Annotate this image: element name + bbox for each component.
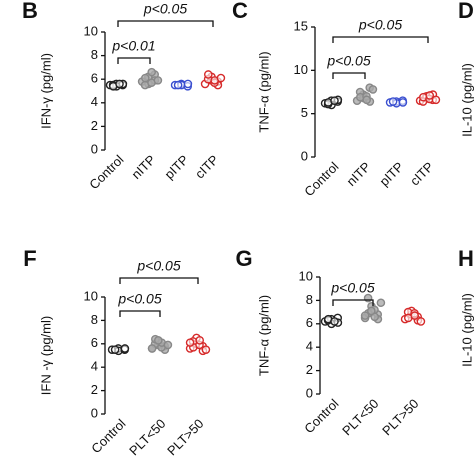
- data-point: [388, 97, 398, 106]
- data-point: [431, 95, 441, 105]
- y-tick-label: 10: [84, 23, 98, 38]
- y-tick-label: 6: [91, 335, 98, 350]
- data-point: [173, 80, 183, 90]
- data-point: [366, 306, 376, 316]
- data-point: [368, 85, 378, 94]
- data-point: [110, 345, 120, 354]
- y-tick-label: 5: [301, 105, 308, 120]
- significance-label: p<0.01: [111, 38, 155, 54]
- y-axis-label: IL-10 (pg/ml): [459, 63, 474, 137]
- data-point: [195, 335, 204, 345]
- data-point: [115, 79, 124, 89]
- y-tick-label: 4: [91, 94, 98, 109]
- y-tick-label: 6: [91, 71, 98, 86]
- significance-label: p<0.05: [143, 1, 187, 17]
- x-tick-label: cITP: [192, 152, 222, 182]
- data-point: [425, 91, 435, 100]
- data-point: [203, 70, 213, 79]
- y-tick-label: 4: [306, 339, 313, 354]
- y-axis-label: IFN-γ (pg/ml): [38, 53, 53, 129]
- x-tick-label: PLT<50: [339, 396, 381, 438]
- panel-label: B: [22, 0, 38, 23]
- significance-bracket: [117, 20, 214, 27]
- significance-bracket: [117, 57, 151, 64]
- significance-bracket: [332, 72, 366, 79]
- panel-label: G: [235, 246, 252, 271]
- x-tick-label: Control: [88, 416, 128, 456]
- data-point: [410, 311, 420, 320]
- panel-label: F: [23, 246, 36, 271]
- data-point: [147, 344, 157, 353]
- y-tick-label: 2: [91, 382, 98, 397]
- x-tick-label: Control: [86, 152, 126, 192]
- data-point: [376, 298, 386, 308]
- panel-label: C: [232, 0, 248, 23]
- x-tick-label: pITP: [162, 152, 192, 182]
- y-tick-label: 10: [294, 62, 308, 77]
- y-tick-label: 0: [91, 405, 98, 420]
- data-point: [360, 311, 370, 320]
- y-tick-label: 6: [306, 315, 313, 330]
- data-point: [147, 67, 156, 77]
- x-tick-label: nITP: [344, 159, 374, 189]
- data-point: [153, 335, 163, 345]
- significance-bracket: [332, 299, 374, 306]
- x-tick-label: Control: [301, 159, 341, 199]
- data-point: [201, 345, 211, 354]
- significance-bracket: [332, 36, 429, 43]
- data-point: [330, 96, 339, 105]
- x-tick-label: PLT>50: [164, 416, 206, 458]
- y-tick-label: 0: [301, 148, 308, 163]
- data-point: [140, 73, 150, 83]
- significance-label: p<0.05: [358, 17, 402, 33]
- data-point: [163, 340, 173, 350]
- data-point: [216, 73, 226, 83]
- y-tick-label: 8: [91, 47, 98, 62]
- y-tick-label: 15: [294, 18, 308, 33]
- significance-label: p<0.05: [136, 258, 180, 274]
- x-tick-label: nITP: [129, 152, 159, 182]
- data-point: [153, 76, 163, 85]
- data-point: [416, 317, 426, 326]
- y-tick-label: 4: [91, 359, 98, 374]
- x-tick-label: PLT<50: [126, 416, 168, 458]
- y-tick-label: 8: [91, 312, 98, 327]
- x-tick-label: pITP: [377, 159, 407, 189]
- y-axis-label: IL-10 (pg/ml): [459, 293, 474, 367]
- y-tick-label: 0: [91, 141, 98, 156]
- y-axis-label: TNF-α (pg/ml): [256, 51, 271, 132]
- data-point: [330, 317, 339, 326]
- panel-label: H: [458, 246, 474, 271]
- data-point: [362, 95, 372, 105]
- data-point: [185, 338, 195, 347]
- significance-label: p<0.05: [326, 53, 370, 69]
- x-tick-label: cITP: [407, 159, 437, 189]
- panel-label: D: [458, 0, 474, 23]
- y-tick-label: 10: [299, 268, 313, 283]
- significance-label: p<0.05: [117, 291, 161, 307]
- significance-bracket: [119, 277, 199, 284]
- y-tick-label: 2: [306, 362, 313, 377]
- significance-label: p<0.05: [330, 280, 374, 296]
- y-axis-label: TNF-α (pg/ml): [256, 295, 271, 376]
- data-point: [183, 79, 193, 89]
- y-tick-label: 2: [91, 118, 98, 133]
- y-tick-label: 8: [306, 292, 313, 307]
- significance-bracket: [119, 310, 161, 317]
- data-point: [398, 98, 408, 107]
- y-tick-label: 10: [84, 288, 98, 303]
- y-axis-label: IFN -γ (pg/ml): [38, 316, 53, 395]
- x-tick-label: PLT>50: [379, 396, 421, 438]
- data-point: [120, 344, 130, 353]
- y-tick-label: 0: [306, 385, 313, 400]
- x-tick-label: Control: [301, 396, 341, 436]
